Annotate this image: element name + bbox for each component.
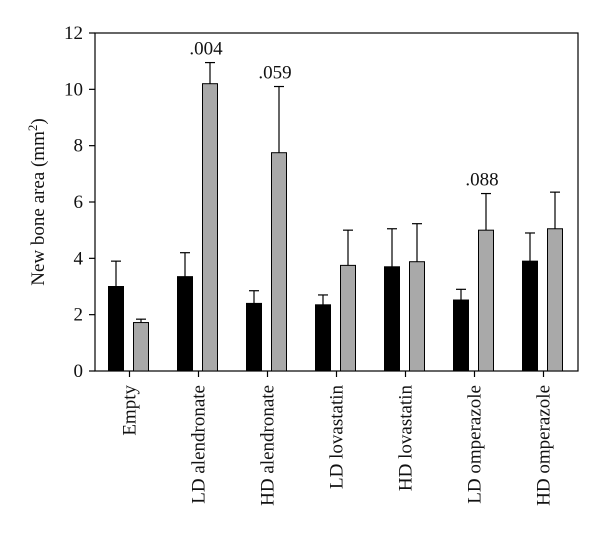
bar: [522, 260, 538, 372]
significance-annotation: .059: [258, 63, 291, 84]
category-label: LD omperazole: [465, 385, 486, 504]
category-label: LD lovastatin: [327, 385, 348, 489]
y-axis-label-main: New bone area (mm: [28, 131, 49, 286]
y-axis-label-superscript: 2: [25, 125, 40, 132]
plot-frame: [94, 32, 579, 372]
category-label: HD omperazole: [534, 385, 555, 506]
y-tick-label: 0: [74, 361, 84, 382]
significance-annotation: .004: [189, 39, 223, 60]
significance-annotation: .088: [465, 170, 498, 191]
bar: [133, 322, 149, 372]
category-label: LD alendronate: [189, 385, 210, 504]
category-label: Empty: [120, 385, 141, 436]
y-tick-label: 12: [64, 23, 83, 44]
bar: [478, 229, 494, 372]
bar: [177, 276, 193, 372]
y-axis-label: New bone area (mm2): [25, 118, 49, 285]
y-tick-label: 4: [74, 248, 84, 269]
bar: [453, 299, 469, 372]
bar: [108, 286, 124, 372]
category-label: HD alendronate: [258, 385, 279, 506]
category-label: HD lovastatin: [396, 385, 417, 492]
y-tick-label: 8: [74, 136, 84, 157]
bar: [340, 264, 356, 372]
y-tick-label: 2: [74, 305, 84, 326]
bar: [246, 302, 262, 372]
bar: [384, 266, 400, 372]
bar: [271, 152, 287, 372]
bar: [409, 261, 425, 372]
plot-area: 0 2 4 6 8 10 12 Empty LD alendronate HD alendrona…: [64, 23, 579, 506]
bar: [547, 228, 563, 372]
y-tick-label: 10: [64, 79, 83, 100]
bar: [202, 83, 218, 372]
bar: [315, 304, 331, 372]
y-tick-label: 6: [74, 192, 84, 213]
y-axis-label-suffix: ): [28, 118, 49, 124]
